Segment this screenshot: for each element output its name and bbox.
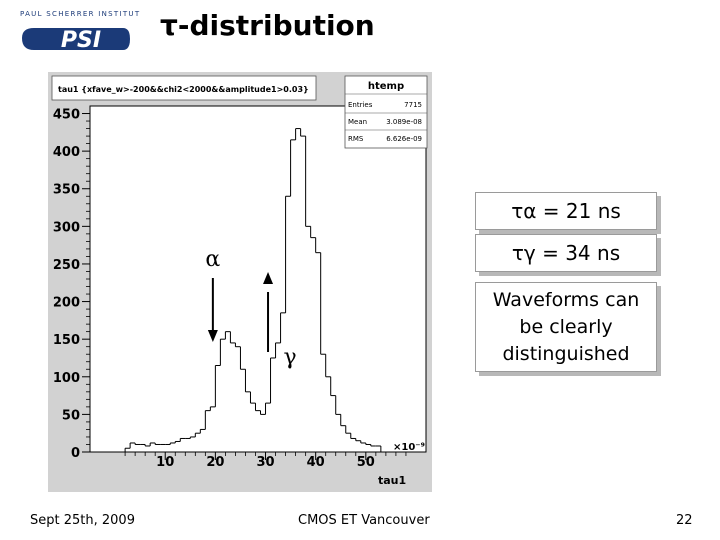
- x-tick-label: 40: [307, 455, 325, 470]
- x-tick-label: 30: [256, 455, 274, 470]
- stats-entries-label: Entries: [348, 101, 373, 109]
- waveforms-note-line-1: Waveforms can: [492, 289, 640, 311]
- x-multiplier-label: ×10⁻⁹: [393, 442, 425, 453]
- x-axis-label: tau1: [378, 474, 406, 487]
- waveforms-note-line-2: be clearly: [519, 316, 613, 338]
- alpha-arrowhead-icon: [207, 330, 218, 342]
- y-tick-label: 400: [53, 145, 80, 160]
- alpha-label: α: [205, 247, 220, 272]
- annotations: αγ: [205, 247, 296, 370]
- waveforms-note: Waveforms can be clearly distinguished: [476, 287, 656, 368]
- y-tick-label: 50: [62, 408, 80, 423]
- logo-institute-text: PAUL SCHERRER INSTITUT: [20, 10, 141, 18]
- waveforms-note-line-3: distinguished: [502, 343, 630, 365]
- y-tick-label: 0: [71, 446, 80, 461]
- stats-mean-label: Mean: [348, 118, 367, 126]
- footer-page-number: 22: [676, 513, 693, 528]
- stats-rms-value: 6.626e-09: [386, 135, 422, 143]
- plot-area: [89, 105, 427, 453]
- stats-box: htemp Entries 7715 Mean 3.089e-08 RMS 6.…: [344, 75, 428, 149]
- logo-text: PSI: [61, 28, 101, 52]
- tau-gamma-text: τγ = 34 ns: [511, 241, 621, 265]
- y-tick-label: 350: [53, 183, 80, 198]
- y-tick-label: 200: [53, 296, 80, 311]
- gamma-label: γ: [283, 345, 296, 370]
- x-tick-label: 50: [357, 455, 375, 470]
- stats-mean-value: 3.089e-08: [386, 118, 422, 126]
- psi-logo: PAUL SCHERRER INSTITUT PSI: [20, 10, 139, 52]
- plot-frame: [89, 105, 427, 453]
- plot-title-box: [51, 75, 317, 101]
- slide-title: τ-distribution: [160, 9, 375, 42]
- y-tick-label: 150: [53, 333, 80, 348]
- stats-rms-label: RMS: [348, 135, 364, 143]
- tau-alpha-text: τα = 21 ns: [511, 199, 621, 223]
- footer-date: Sept 25th, 2009: [30, 513, 135, 528]
- y-tick-label: 450: [53, 108, 80, 123]
- plot-title: tau1 {xfave_w>-200&&chi2<2000&&amplitude…: [58, 85, 309, 94]
- tau-alpha-box: τα = 21 ns: [475, 192, 657, 230]
- y-tick-label: 100: [53, 371, 80, 386]
- y-tick-label: 300: [53, 220, 80, 235]
- histogram-bars: [124, 128, 382, 452]
- stats-entries-value: 7715: [404, 101, 422, 109]
- tau-gamma-box: τγ = 34 ns: [475, 234, 657, 272]
- y-tick-label: 250: [53, 258, 80, 273]
- gamma-arrowhead-icon: [263, 272, 274, 284]
- psi-logo-graphic: PSI: [22, 28, 130, 52]
- x-tick-label: 10: [156, 455, 174, 470]
- footer-event: CMOS ET Vancouver: [298, 513, 430, 528]
- histogram-outline: [124, 128, 382, 452]
- stats-title: htemp: [368, 81, 404, 92]
- axes: 0 50 100 150 200 250 300 350 400 450 10 20 30 40 50: [53, 106, 426, 470]
- x-tick-label: 20: [206, 455, 224, 470]
- stats-box-frame: [344, 75, 428, 149]
- tau-histogram: tau1 {xfave_w>-200&&chi2<2000&&amplitude…: [48, 72, 432, 492]
- waveforms-note-box: Waveforms can be clearly distinguished: [475, 282, 657, 372]
